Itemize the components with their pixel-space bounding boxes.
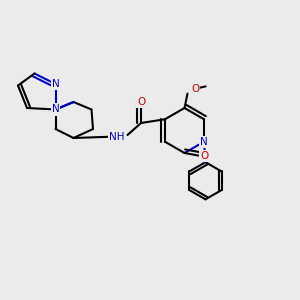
Text: O: O — [137, 97, 145, 107]
Text: O: O — [200, 151, 209, 161]
Text: N: N — [52, 79, 59, 89]
Text: O: O — [191, 83, 199, 94]
Text: N: N — [200, 137, 208, 147]
Text: N: N — [52, 104, 59, 115]
Text: NH: NH — [109, 131, 125, 142]
